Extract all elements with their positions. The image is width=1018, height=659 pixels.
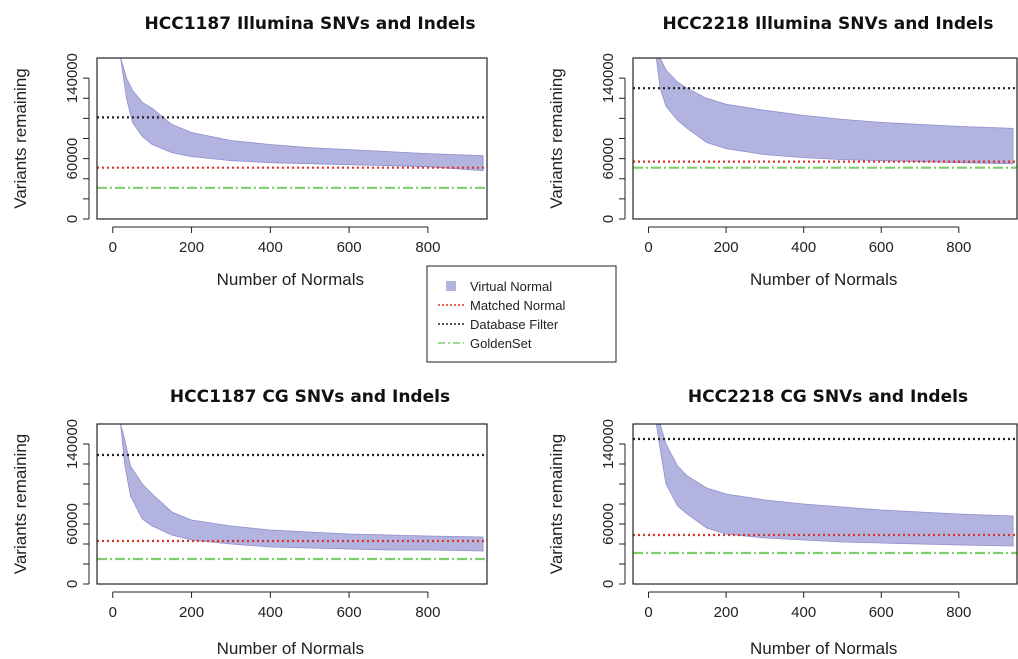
panels: HCC1187 Illumina SNVs and Indels 0 200 400 6… <box>11 14 1018 658</box>
panel-2-plot-frame <box>632 57 1018 220</box>
panel-3-y-tick-label: 60000 <box>64 503 81 545</box>
panel-2-x-tick-label: 800 <box>946 239 971 256</box>
panel-1-x-tick-label: 800 <box>415 239 440 256</box>
legend-label-matched-normal: Matched Normal <box>470 298 565 313</box>
legend-box <box>426 265 617 363</box>
panel-2-y-axis-label: Variants remaining <box>547 68 566 208</box>
legend-label-database-filter: Database Filter <box>470 317 559 332</box>
panel-1-x-axis-label: Number of Normals <box>217 270 364 289</box>
panel-2-x-tick-label: 600 <box>869 239 894 256</box>
panel-4-x-tick-label: 0 <box>644 604 652 621</box>
panel-4-y-axis-label: Variants remaining <box>547 434 566 574</box>
panel-1-x-tick-label: 600 <box>337 239 362 256</box>
legend-label-virtual-normal: Virtual Normal <box>470 279 552 294</box>
panel-3-x-tick-label: 400 <box>258 604 283 621</box>
panel-3-x-axis-label: Number of Normals <box>217 639 364 658</box>
panel-3-title: HCC1187 CG SNVs and Indels <box>170 387 450 407</box>
panel-3: HCC1187 CG SNVs and Indels 0 200 400 600 800 0… <box>11 387 488 658</box>
panel-3-plot-frame <box>96 423 488 585</box>
panel-1-y-axis-label: Variants remaining <box>11 68 30 208</box>
panel-4-x-tick-label: 800 <box>946 604 971 621</box>
panel-4-title: HCC2218 CG SNVs and Indels <box>688 387 968 407</box>
panel-1: HCC1187 Illumina SNVs and Indels 0 200 400 6… <box>11 14 488 289</box>
legend: Virtual Normal Matched Normal Database Fil… <box>426 265 617 363</box>
panel-1-title: HCC1187 Illumina SNVs and Indels <box>145 14 476 34</box>
panel-4-y-tick-label: 140000 <box>600 419 617 469</box>
panel-1-y-tick-label: 0 <box>64 215 81 223</box>
panel-2-virtual-normal-band <box>655 58 1014 165</box>
panel-1-y-tick-label: 140000 <box>64 53 81 103</box>
panel-3-y-axis-label: Variants remaining <box>11 434 30 574</box>
panel-4: HCC2218 CG SNVs and Indels 0 200 400 600 800 0… <box>547 387 1018 658</box>
panel-1-virtual-normal-band <box>120 58 484 172</box>
panel-3-y-tick-label: 0 <box>64 580 81 588</box>
panel-3-x-tick-label: 600 <box>337 604 362 621</box>
panel-2-y-tick-label: 60000 <box>600 138 617 180</box>
panel-2-x-tick-label: 400 <box>791 239 816 256</box>
panel-3-x-tick-label: 0 <box>109 604 117 621</box>
legend-key-virtual-normal <box>446 281 456 291</box>
panel-4-x-tick-label: 600 <box>869 604 894 621</box>
panel-3-virtual-normal-band <box>120 424 484 552</box>
panel-1-x-tick-label: 400 <box>258 239 283 256</box>
panel-2-title: HCC2218 Illumina SNVs and Indels <box>663 14 994 34</box>
panel-4-x-axis-label: Number of Normals <box>750 639 897 658</box>
panel-1-plot-frame <box>96 57 488 220</box>
panel-2-y-tick-label: 140000 <box>600 53 617 103</box>
panel-2-x-tick-label: 200 <box>714 239 739 256</box>
panel-1-x-tick-label: 200 <box>179 239 204 256</box>
panel-4-x-tick-label: 400 <box>791 604 816 621</box>
panel-2-x-axis-label: Number of Normals <box>750 270 897 289</box>
panel-4-y-tick-label: 60000 <box>600 503 617 545</box>
panel-3-x-tick-label: 200 <box>179 604 204 621</box>
panel-2-x-tick-label: 0 <box>644 239 652 256</box>
panel-4-x-tick-label: 200 <box>714 604 739 621</box>
panel-4-plot-frame <box>632 423 1018 585</box>
panel-3-y-tick-label: 140000 <box>64 419 81 469</box>
panel-4-y-tick-label: 0 <box>600 580 617 588</box>
panel-4-virtual-normal-band <box>655 424 1014 547</box>
panel-3-x-tick-label: 800 <box>415 604 440 621</box>
legend-label-goldenset: GoldenSet <box>470 336 532 351</box>
panel-2: HCC2218 Illumina SNVs and Indels 0 200 400 6… <box>547 14 1018 289</box>
panel-1-y-tick-label: 60000 <box>64 138 81 180</box>
panel-1-x-tick-label: 0 <box>109 239 117 256</box>
panel-2-y-tick-label: 0 <box>600 215 617 223</box>
